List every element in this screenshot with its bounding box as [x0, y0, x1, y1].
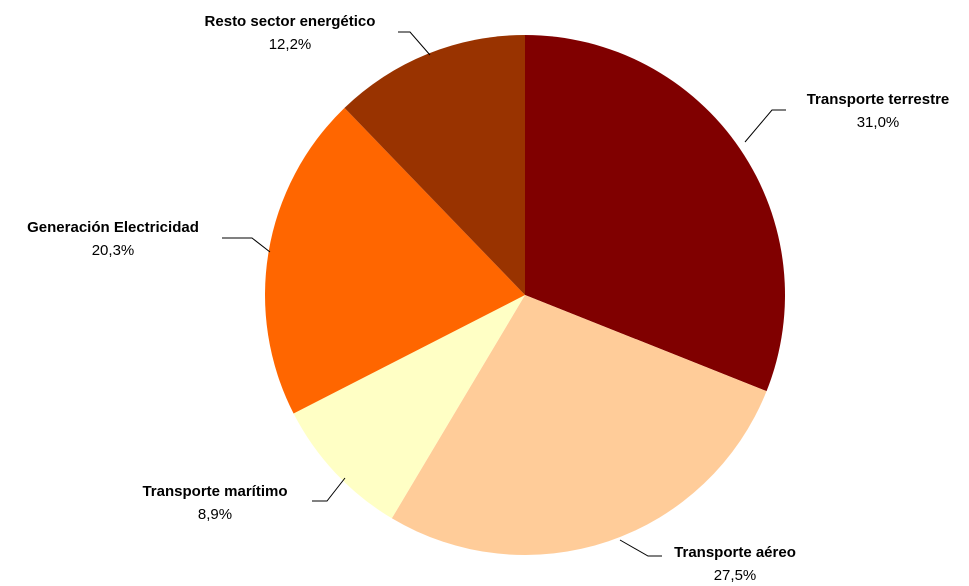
pie-slice	[344, 35, 525, 295]
slice-value-label: 20,3%	[92, 242, 135, 259]
leader-line	[744, 109, 786, 143]
slice-value-label: 27,5%	[714, 567, 757, 584]
slice-value-label: 31,0%	[857, 114, 900, 131]
leader-line	[222, 237, 271, 253]
slice-value-label: 12,2%	[269, 36, 312, 53]
slice-label: Generación Electricidad	[27, 219, 199, 236]
slice-label: Transporte marítimo	[142, 483, 287, 500]
slice-label: Resto sector energético	[205, 13, 376, 30]
pie-slice	[293, 295, 525, 519]
leader-line	[312, 477, 346, 502]
pie-slice	[391, 295, 767, 555]
leader-line	[619, 539, 662, 557]
slice-label: Transporte aéreo	[674, 544, 796, 561]
slice-value-label: 8,9%	[198, 506, 232, 523]
pie-slice	[525, 35, 785, 392]
leader-line	[398, 31, 431, 56]
pie-slice	[265, 107, 525, 414]
slice-label: Transporte terrestre	[807, 91, 950, 108]
